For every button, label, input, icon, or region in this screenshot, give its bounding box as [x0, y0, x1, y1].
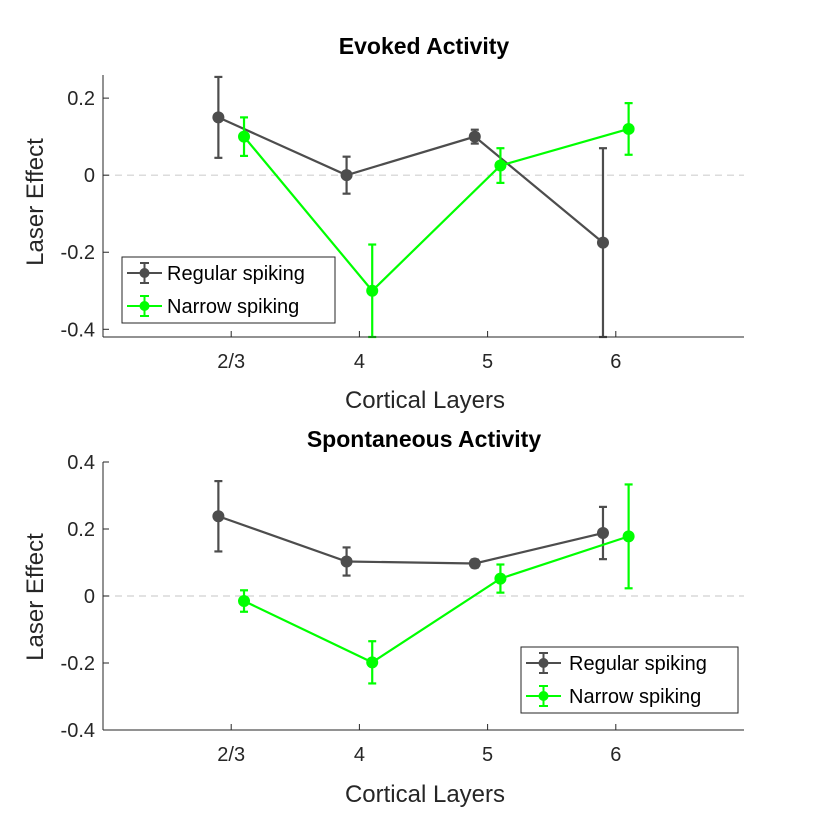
evoked-x-tick-label: 5 — [482, 351, 493, 373]
evoked-data-point — [238, 130, 251, 143]
spontaneous-y-tick-label: -0.4 — [61, 720, 95, 742]
evoked-legend-entry-regular: Regular spiking — [127, 262, 305, 285]
spontaneous-data-point — [596, 527, 609, 540]
spontaneous-legend-box — [520, 646, 739, 714]
evoked-series-narrow-spiking — [238, 102, 635, 339]
evoked-x-tick-label: 2/3 — [217, 351, 245, 373]
spontaneous-data-point — [468, 557, 481, 570]
evoked-x-tick-label: 6 — [610, 351, 621, 373]
spontaneous-series-line — [243, 535, 629, 664]
evoked-series-line — [217, 116, 604, 244]
spontaneous-x-tick-label: 6 — [610, 744, 621, 766]
spontaneous-x-tick-label: 4 — [354, 744, 365, 766]
legend-marker-icon — [139, 268, 150, 278]
spontaneous-data-point — [494, 572, 507, 585]
spontaneous-legend: Regular spiking Narrow spiking — [520, 646, 739, 714]
spontaneous-activity-panel: Spontaneous Activity 0.4 0.2 0 -0.2 -0.4 2/3 4… — [22, 426, 744, 808]
evoked-y-tick-label: 0 — [84, 165, 95, 187]
legend-marker-icon — [538, 691, 549, 701]
spontaneous-data-point — [366, 656, 379, 669]
evoked-legend: Regular spiking Narrow spiking — [121, 256, 336, 324]
spontaneous-x-tick-label: 5 — [482, 744, 493, 766]
evoked-chart-title: Evoked Activity — [339, 33, 510, 59]
evoked-legend-entry-narrow: Narrow spiking — [127, 295, 299, 318]
legend-marker-icon — [139, 301, 150, 311]
evoked-y-tick-label: -0.4 — [61, 319, 95, 341]
evoked-data-point — [596, 236, 609, 249]
spontaneous-data-point — [622, 530, 635, 543]
spontaneous-legend-label-regular: Regular spiking — [569, 653, 707, 675]
evoked-activity-panel: Evoked Activity 0.2 0 -0.2 -0.4 2/3 4 5 6 Corti… — [22, 33, 744, 414]
spontaneous-y-tick-label: 0.2 — [67, 519, 95, 541]
spontaneous-data-point — [340, 555, 353, 568]
evoked-legend-label-narrow: Narrow spiking — [167, 296, 299, 318]
evoked-data-point — [622, 122, 635, 135]
spontaneous-axes: 0.4 0.2 0 -0.2 -0.4 2/3 4 5 6 — [61, 452, 744, 766]
evoked-y-tick-label: 0.2 — [67, 88, 95, 110]
evoked-legend-box — [121, 256, 336, 324]
evoked-data-point — [468, 130, 481, 143]
spontaneous-data-marks — [212, 479, 635, 685]
evoked-data-marks — [212, 75, 635, 339]
spontaneous-legend-entry-regular: Regular spiking — [526, 652, 707, 675]
evoked-data-point — [494, 159, 507, 172]
evoked-legend-label-regular: Regular spiking — [167, 263, 305, 285]
spontaneous-y-tick-label: 0.4 — [67, 452, 95, 474]
evoked-data-point — [366, 284, 379, 297]
spontaneous-series-line — [218, 515, 604, 565]
evoked-x-tick-label: 4 — [354, 351, 365, 373]
spontaneous-data-point — [238, 595, 251, 608]
spontaneous-y-axis-label: Laser Effect — [22, 533, 49, 661]
evoked-series-regular-spiking — [212, 75, 609, 339]
spontaneous-y-tick-label: 0 — [84, 586, 95, 608]
spontaneous-x-axis-label: Cortical Layers — [345, 781, 505, 808]
legend-marker-icon — [538, 658, 549, 668]
evoked-y-axis-label: Laser Effect — [22, 138, 49, 266]
evoked-data-point — [340, 169, 353, 182]
spontaneous-series-regular-spiking — [212, 479, 609, 577]
evoked-data-point — [212, 111, 225, 124]
spontaneous-y-tick-label: -0.2 — [61, 653, 95, 675]
spontaneous-legend-entry-narrow: Narrow spiking — [526, 685, 701, 708]
spontaneous-chart-title: Spontaneous Activity — [307, 426, 541, 452]
spontaneous-legend-label-narrow: Narrow spiking — [569, 686, 701, 708]
spontaneous-series-narrow-spiking — [238, 483, 635, 685]
evoked-y-tick-label: -0.2 — [61, 242, 95, 264]
spontaneous-data-point — [212, 510, 225, 523]
evoked-x-axis-label: Cortical Layers — [345, 387, 505, 414]
evoked-axes: 0.2 0 -0.2 -0.4 2/3 4 5 6 — [61, 75, 744, 373]
spontaneous-x-tick-label: 2/3 — [217, 744, 245, 766]
evoked-series-line — [243, 127, 629, 293]
